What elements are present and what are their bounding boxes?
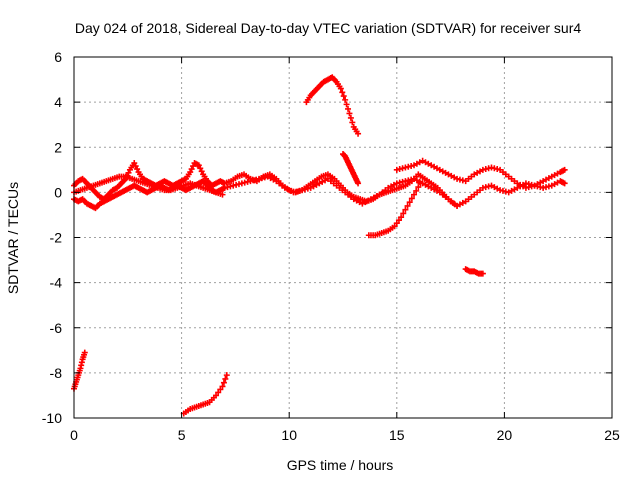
data-point <box>400 210 407 217</box>
data-point <box>222 375 229 382</box>
data-point <box>134 166 141 173</box>
y-tick-label: 4 <box>54 94 62 110</box>
x-tick-label: 10 <box>281 427 297 443</box>
data-point <box>213 392 220 399</box>
data-point <box>195 162 202 169</box>
data-point <box>406 199 413 206</box>
data-point <box>347 114 354 121</box>
data-point <box>398 214 405 221</box>
data-point <box>342 96 349 103</box>
data-point <box>337 85 344 92</box>
data-point <box>131 160 138 167</box>
y-tick-label: 0 <box>54 184 62 200</box>
data-point <box>417 180 424 187</box>
data-point <box>343 101 350 108</box>
data-point <box>404 202 411 209</box>
data-point <box>561 180 568 187</box>
data-point <box>198 168 205 175</box>
data-point <box>408 195 415 202</box>
data-point <box>411 191 418 198</box>
data-point <box>346 110 353 117</box>
series-arc-j <box>462 266 486 277</box>
data-point <box>217 386 224 393</box>
data-point <box>415 184 422 191</box>
data-point <box>132 163 139 170</box>
y-tick-label: 2 <box>54 139 62 155</box>
data-point <box>479 270 486 277</box>
series-arc-h <box>365 180 424 239</box>
data-point <box>215 389 222 396</box>
data-point <box>402 206 409 213</box>
data-point <box>355 130 362 137</box>
chart-title: Day 024 of 2018, Sidereal Day-to-day VTE… <box>75 20 581 36</box>
data-point <box>393 220 400 227</box>
axis-ticks <box>73 56 613 419</box>
y-tick-label: -10 <box>42 410 62 426</box>
y-tick-label: -8 <box>50 365 63 381</box>
series-arc-l <box>180 372 230 417</box>
data-point <box>197 165 204 172</box>
data-point <box>391 223 398 230</box>
data-point <box>345 105 352 112</box>
data-point <box>340 93 347 100</box>
data-point <box>395 217 402 224</box>
x-tick-label: 0 <box>70 427 78 443</box>
data-point <box>223 372 230 379</box>
x-tick-label: 5 <box>178 427 186 443</box>
data-point <box>81 349 88 356</box>
tick-labels: 0 5 10 15 20 25 -10 -8 -6 -4 -2 0 2 4 6 <box>42 49 620 443</box>
grid-lines <box>74 57 612 418</box>
data-point <box>355 180 362 187</box>
y-tick-label: -6 <box>50 320 63 336</box>
x-tick-label: 20 <box>497 427 513 443</box>
data-point <box>188 166 195 173</box>
series-arc-i <box>303 74 362 137</box>
data-point <box>349 119 356 126</box>
data-point <box>219 191 226 198</box>
x-tick-label: 25 <box>604 427 620 443</box>
series-arc-g <box>340 151 362 187</box>
y-tick-label: -2 <box>50 230 63 246</box>
series-arc-c <box>71 173 226 198</box>
data-point <box>413 187 420 194</box>
x-axis-label: GPS time / hours <box>287 457 394 473</box>
y-tick-label: -4 <box>50 275 63 291</box>
data-series <box>71 74 568 417</box>
series-arc-e <box>221 173 568 209</box>
data-point <box>187 169 194 176</box>
data-point <box>339 89 346 96</box>
data-point <box>219 383 226 390</box>
data-point <box>220 379 227 386</box>
series-arc-f <box>393 157 568 191</box>
y-tick-label: 6 <box>54 49 62 65</box>
x-tick-label: 15 <box>389 427 405 443</box>
data-point <box>561 166 568 173</box>
y-axis-label: SDTVAR / TECUs <box>5 182 21 294</box>
